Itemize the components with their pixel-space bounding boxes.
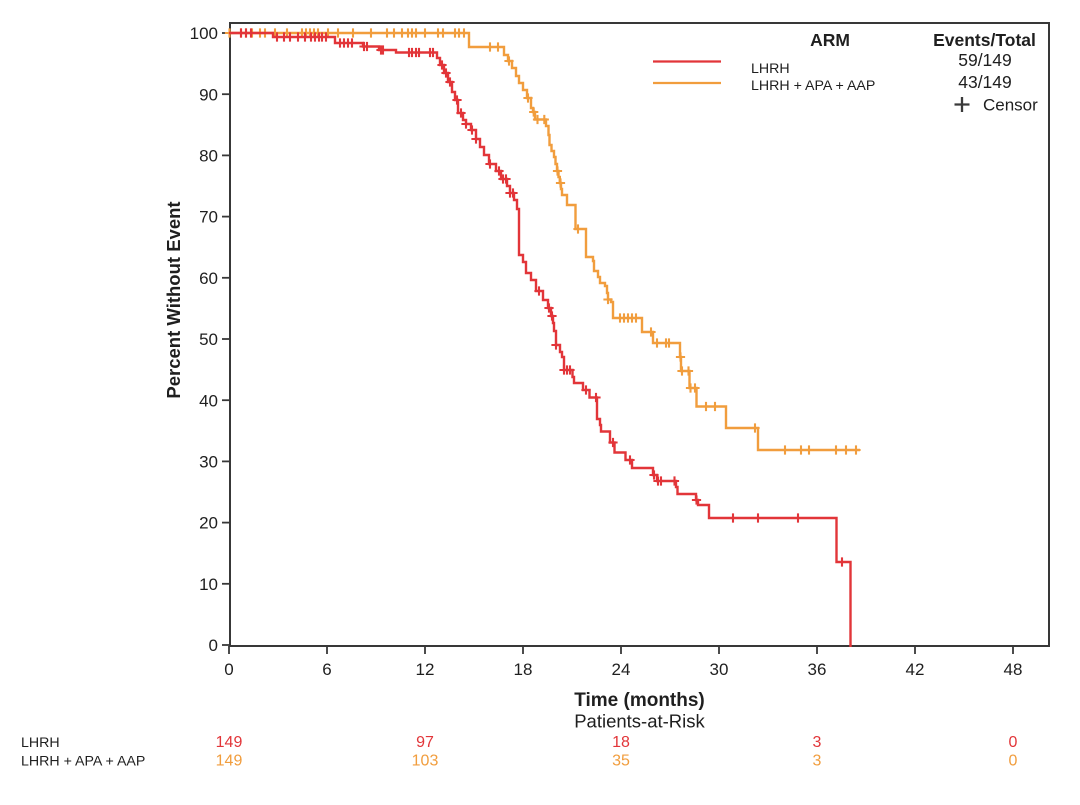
svg-text:3: 3 [813,734,822,751]
svg-text:90: 90 [199,85,218,104]
svg-text:Patients-at-Risk: Patients-at-Risk [574,711,705,732]
svg-text:97: 97 [416,734,434,751]
svg-text:100: 100 [190,24,218,43]
svg-text:0: 0 [1009,753,1018,770]
svg-text:LHRH + APA + AAP: LHRH + APA + AAP [21,754,145,770]
svg-text:0: 0 [1009,734,1018,751]
svg-text:80: 80 [199,147,218,166]
svg-text:24: 24 [612,660,631,679]
svg-text:10: 10 [199,575,218,594]
svg-text:48: 48 [1004,660,1023,679]
svg-text:50: 50 [199,330,218,349]
svg-text:Percent Without Event: Percent Without Event [163,201,184,398]
svg-text:40: 40 [199,391,218,410]
svg-text:18: 18 [612,734,630,751]
svg-text:Time (months): Time (months) [574,690,705,711]
svg-text:LHRH + APA + AAP: LHRH + APA + AAP [751,78,875,94]
svg-text:30: 30 [710,660,729,679]
svg-text:149: 149 [216,734,243,751]
svg-text:30: 30 [199,453,218,472]
svg-text:0: 0 [209,636,218,655]
svg-text:43/149: 43/149 [958,72,1012,92]
svg-text:18: 18 [514,660,533,679]
svg-text:12: 12 [416,660,435,679]
svg-text:42: 42 [906,660,925,679]
svg-text:ARM: ARM [810,30,850,50]
svg-text:60: 60 [199,269,218,288]
svg-text:70: 70 [199,208,218,227]
svg-text:59/149: 59/149 [958,50,1012,70]
svg-text:Events/Total: Events/Total [933,30,1036,50]
svg-text:3: 3 [813,753,822,770]
svg-text:LHRH: LHRH [21,735,60,751]
svg-text:103: 103 [412,753,439,770]
svg-text:20: 20 [199,514,218,533]
svg-text:LHRH: LHRH [751,61,790,77]
svg-text:36: 36 [808,660,827,679]
svg-text:Censor: Censor [983,96,1038,115]
svg-text:6: 6 [322,660,331,679]
svg-text:35: 35 [612,753,630,770]
svg-text:0: 0 [224,660,233,679]
svg-text:149: 149 [216,753,243,770]
